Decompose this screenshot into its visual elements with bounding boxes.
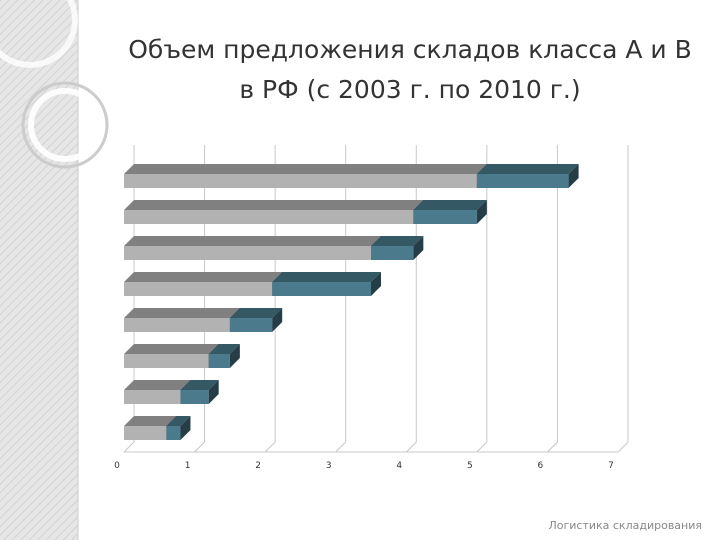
bar-end bbox=[229, 344, 240, 368]
bar-end bbox=[476, 200, 487, 224]
x-tick-label: 3 bbox=[326, 461, 332, 471]
bar-front bbox=[124, 390, 181, 404]
bar-top bbox=[124, 344, 219, 354]
grid-line bbox=[335, 145, 347, 453]
bar-top bbox=[166, 416, 191, 426]
bar-top bbox=[413, 200, 487, 210]
bar-front bbox=[371, 246, 414, 260]
bar-end bbox=[413, 236, 424, 260]
bar-end bbox=[568, 164, 579, 188]
bar-top bbox=[371, 236, 424, 246]
bar-front bbox=[229, 318, 273, 332]
grid-line bbox=[264, 145, 276, 453]
bar-top bbox=[124, 416, 177, 426]
bar-end bbox=[272, 308, 283, 332]
bar-front bbox=[476, 174, 569, 188]
x-tick-label: 6 bbox=[538, 461, 544, 471]
bar-segment bbox=[166, 416, 191, 440]
x-tick-label: 7 bbox=[608, 461, 614, 471]
bar-top bbox=[124, 236, 381, 246]
bar-segment bbox=[208, 344, 240, 368]
x-tick-label: 2 bbox=[255, 461, 261, 471]
slide-title: Объем предложения складов класса А и В в… bbox=[128, 35, 692, 104]
x-tick-label: 1 bbox=[185, 461, 191, 471]
bar-front bbox=[180, 390, 209, 404]
bar-front bbox=[124, 210, 414, 224]
footer: Логистика складирования bbox=[548, 519, 702, 532]
bar-segment bbox=[180, 380, 219, 404]
side-strip bbox=[0, 0, 78, 540]
bar-top bbox=[124, 200, 424, 210]
bar-top bbox=[180, 380, 219, 390]
bar-segment bbox=[413, 200, 487, 224]
bar-front bbox=[124, 174, 477, 188]
bar-segment bbox=[124, 272, 283, 296]
grid-line bbox=[547, 145, 558, 453]
bar-top bbox=[124, 272, 283, 282]
bar-segment bbox=[124, 308, 240, 332]
bar-front bbox=[124, 318, 230, 332]
grid-line bbox=[123, 145, 135, 453]
bar-top bbox=[124, 308, 240, 318]
bar-top bbox=[476, 164, 579, 174]
grid-line bbox=[194, 145, 206, 453]
bar-segment bbox=[229, 308, 283, 332]
bar-segment bbox=[124, 164, 487, 188]
bar-end bbox=[180, 416, 191, 440]
x-tick-label: 4 bbox=[396, 461, 402, 471]
bar-top bbox=[272, 272, 381, 282]
deco-circle bbox=[21, 81, 109, 169]
bar-top bbox=[208, 344, 240, 354]
deco-circle bbox=[0, 0, 78, 68]
x-tick-label: 0 bbox=[114, 461, 120, 471]
bar-front bbox=[124, 354, 209, 368]
deco-circle bbox=[28, 88, 102, 162]
bar-end bbox=[208, 380, 219, 404]
bar-front bbox=[124, 426, 167, 440]
bar-front bbox=[208, 354, 230, 368]
grid-line bbox=[476, 145, 488, 453]
bar-top bbox=[229, 308, 283, 318]
bar-segment bbox=[124, 344, 219, 368]
bar-front bbox=[413, 210, 477, 224]
bar-top bbox=[124, 164, 487, 174]
grid-line bbox=[405, 145, 417, 453]
bar-front bbox=[272, 282, 371, 296]
bar-end bbox=[371, 272, 381, 296]
x-tick-label: 5 bbox=[467, 461, 473, 471]
bar-top bbox=[124, 380, 191, 390]
bar-front bbox=[124, 282, 273, 296]
plot: 0 1 2 3 4 5 6 7 bbox=[114, 145, 629, 471]
bar-front bbox=[166, 426, 181, 440]
grid-line bbox=[617, 145, 629, 453]
bar-segment bbox=[476, 164, 579, 188]
bar-segment bbox=[124, 236, 381, 260]
bar-segment bbox=[272, 272, 381, 296]
bar-segment bbox=[124, 200, 424, 224]
bar-front bbox=[124, 246, 371, 260]
bar-segment bbox=[371, 236, 424, 260]
